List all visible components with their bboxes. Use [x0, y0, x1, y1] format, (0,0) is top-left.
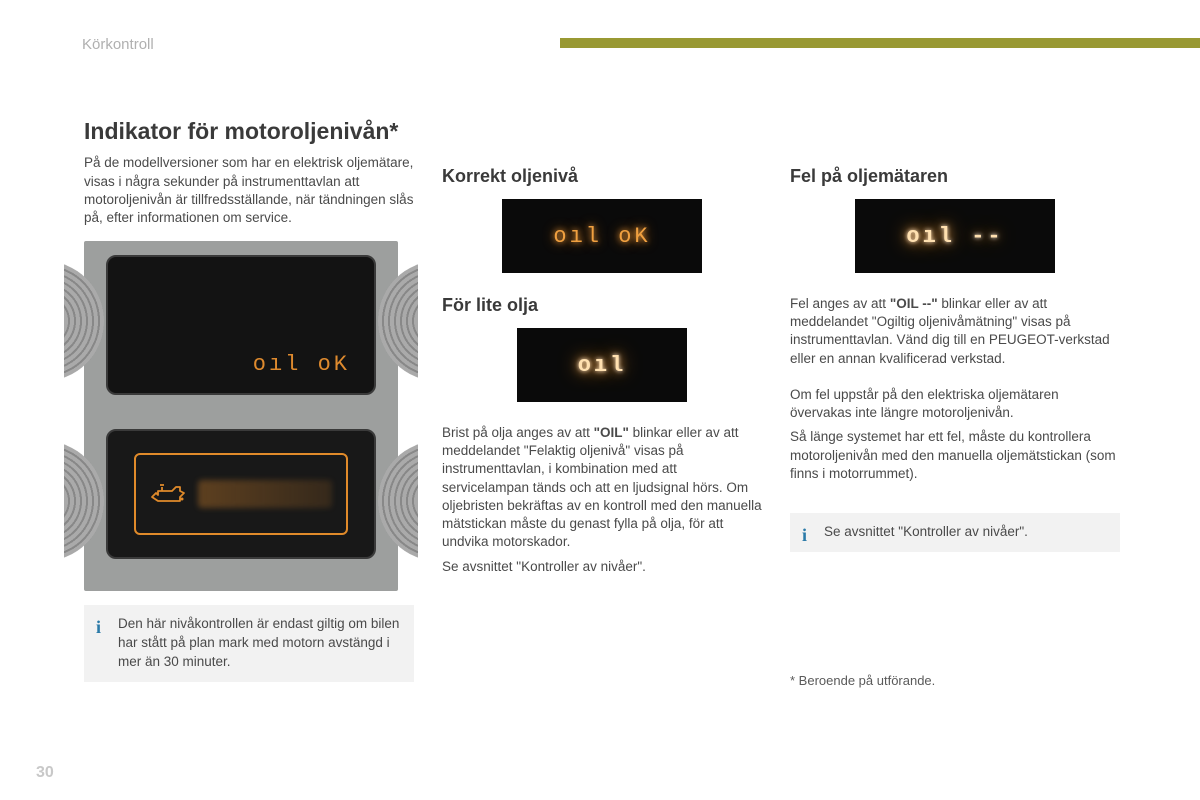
fault-paragraph-1: Fel anges av att "OIL --" blinkar eller …	[790, 295, 1120, 368]
lcd-text-low: oıl	[578, 353, 627, 378]
oil-can-icon	[150, 483, 186, 505]
info-text: Den här nivåkontrollen är endast giltig …	[118, 616, 399, 669]
heading-low: För lite olja	[442, 295, 762, 316]
info-text-right: Se avsnittet "Kontroller av nivåer".	[824, 524, 1028, 539]
lcd-fault: oıl --	[855, 199, 1055, 273]
info-icon: i	[96, 615, 108, 640]
intro-paragraph: På de modellversioner som har en elektri…	[84, 154, 414, 227]
lcd-low: oıl	[517, 328, 687, 402]
lcd-text-ok: oıl oK	[553, 224, 650, 249]
dashboard-readout: oıl oK	[253, 352, 350, 377]
section-low-oil: För lite olja oıl Brist på olja anges av…	[442, 295, 762, 576]
section-correct-level: Korrekt oljenivå oıl oK	[442, 166, 762, 273]
page-number: 30	[36, 764, 54, 782]
column-left: Indikator för motoroljenivån* På de mode…	[84, 118, 414, 695]
info-icon: i	[802, 523, 814, 548]
low-oil-ref: Se avsnittet "Kontroller av nivåer".	[442, 558, 762, 576]
footnote: * Beroende på utförande.	[790, 672, 1120, 690]
column-right: Fel på oljemätaren oıl -- Fel anges av a…	[790, 118, 1120, 695]
main-title: Indikator för motoroljenivån*	[84, 118, 414, 144]
gauge-decoration-left	[64, 241, 104, 591]
dashboard-illustration: oıl oK	[84, 241, 398, 591]
warning-frame	[134, 453, 348, 535]
info-note-left: i Den här nivåkontrollen är endast gilti…	[84, 605, 414, 682]
dashboard-screen-upper: oıl oK	[106, 255, 376, 395]
low-oil-paragraph: Brist på olja anges av att "OIL" blinkar…	[442, 424, 762, 552]
fault-paragraph-3: Så länge systemet har ett fel, måste du …	[790, 428, 1120, 483]
heading-correct: Korrekt oljenivå	[442, 166, 762, 187]
column-middle: Korrekt oljenivå oıl oK För lite olja oı…	[442, 118, 762, 695]
lcd-text-fault: oıl --	[906, 224, 1003, 249]
blurred-message	[198, 480, 332, 508]
section-header: Körkontroll	[82, 36, 154, 53]
gauge-decoration-right	[378, 241, 418, 591]
accent-bar	[560, 38, 1200, 48]
fault-paragraph-2: Om fel uppstår på den elektriska oljemät…	[790, 386, 1120, 422]
page-content: Indikator för motoroljenivån* På de mode…	[84, 118, 1140, 695]
info-note-right: i Se avsnittet "Kontroller av nivåer".	[790, 513, 1120, 552]
heading-fault: Fel på oljemätaren	[790, 166, 1120, 187]
dashboard-screen-lower	[106, 429, 376, 559]
lcd-correct: oıl oK	[502, 199, 702, 273]
